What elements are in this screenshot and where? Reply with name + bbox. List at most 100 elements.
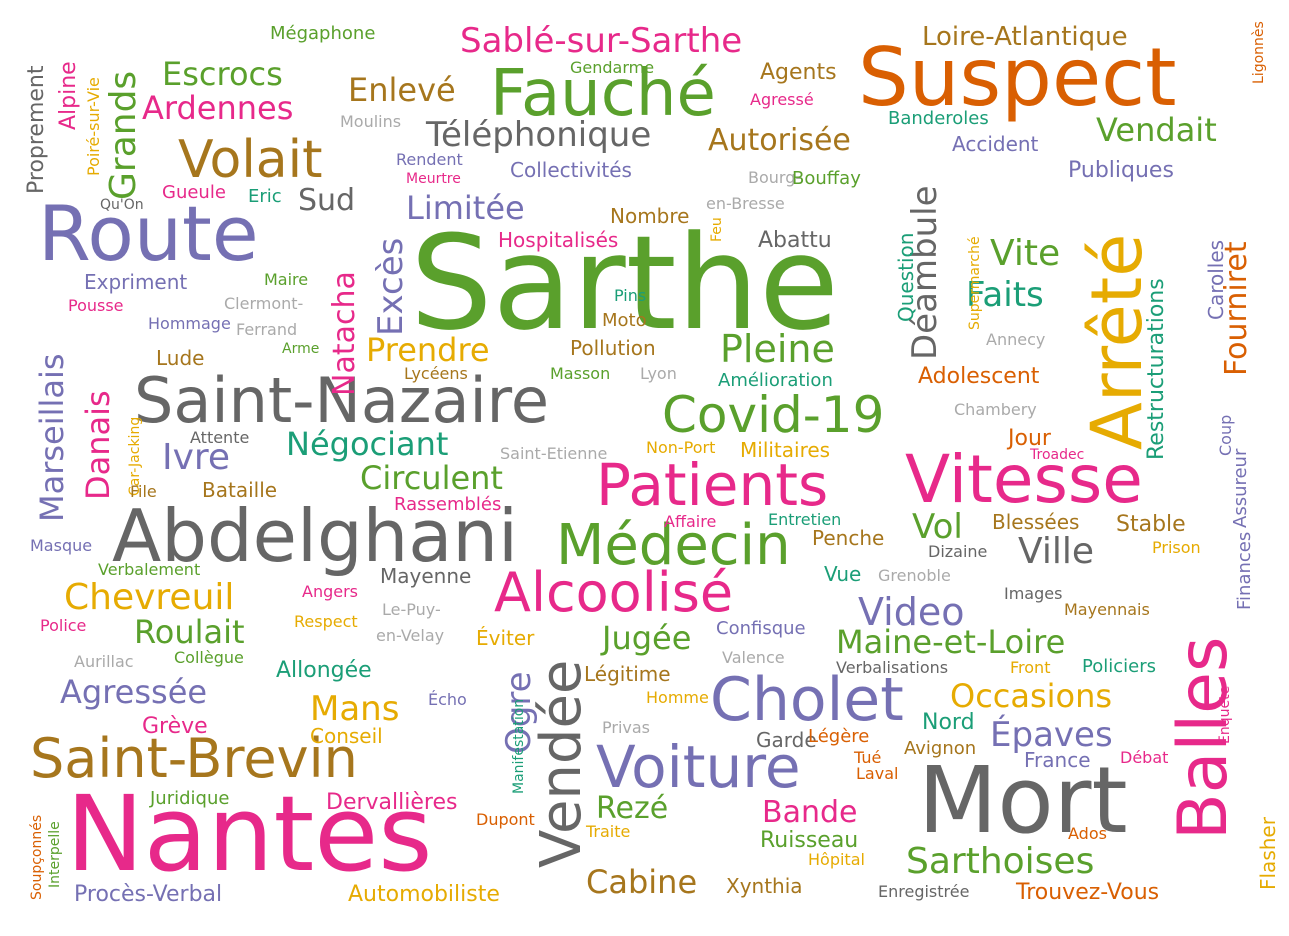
- cloud-word: Hommage: [148, 314, 231, 333]
- cloud-word: Aurillac: [74, 652, 134, 671]
- cloud-word: Amélioration: [718, 370, 833, 391]
- cloud-word: Légère: [808, 726, 870, 747]
- cloud-word: Rassemblés: [394, 494, 502, 515]
- cloud-word: Téléphonique: [426, 115, 652, 155]
- cloud-word: Avignon: [904, 738, 977, 759]
- cloud-word: Vue: [824, 562, 862, 586]
- cloud-word: en-Velay: [376, 626, 445, 645]
- cloud-word: Hôpital: [808, 850, 865, 869]
- cloud-word: Ville: [1018, 531, 1094, 572]
- cloud-word: Grands: [103, 70, 144, 200]
- cloud-word: Chambery: [954, 400, 1037, 419]
- cloud-word: Gendarme: [570, 58, 655, 77]
- cloud-word: Natacha: [327, 271, 362, 396]
- cloud-word: Circulent: [360, 459, 503, 497]
- cloud-word: Suspect: [858, 31, 1177, 124]
- cloud-word: Vol: [912, 507, 963, 547]
- cloud-word: Non-Port: [646, 438, 716, 457]
- cloud-word: en-Bresse: [706, 194, 785, 213]
- cloud-word: Question: [894, 232, 918, 322]
- cloud-word: Abattu: [758, 228, 832, 253]
- cloud-word: Masson: [550, 364, 611, 383]
- cloud-word: Prendre: [366, 331, 490, 369]
- cloud-word: Vendée: [529, 659, 594, 868]
- cloud-word: Moto: [602, 310, 647, 331]
- cloud-word: Limitée: [406, 189, 525, 227]
- cloud-word: Nantes: [66, 773, 433, 895]
- cloud-word: Front: [1010, 658, 1051, 677]
- cloud-word: Maire: [264, 270, 309, 289]
- cloud-word: Saint-Etienne: [500, 444, 608, 463]
- cloud-word: Qu'On: [100, 197, 144, 213]
- cloud-word: Ligonnès: [1251, 21, 1267, 84]
- cloud-word: Assureur: [1230, 448, 1251, 528]
- cloud-word: Chevreuil: [64, 577, 235, 618]
- cloud-word: Arrêté: [1076, 233, 1158, 450]
- cloud-word: Abdelghani: [112, 494, 519, 578]
- cloud-word: Policiers: [1082, 656, 1156, 677]
- cloud-word: Angers: [302, 582, 358, 601]
- cloud-word: Xynthia: [726, 874, 803, 898]
- cloud-word: Eric: [248, 186, 282, 207]
- cloud-word: Bande: [762, 795, 858, 830]
- cloud-word: Sablé-sur-Sarthe: [460, 21, 743, 61]
- cloud-word: Supermarché: [967, 236, 983, 330]
- cloud-word: Excès: [371, 237, 411, 336]
- cloud-word: Expriment: [84, 270, 188, 294]
- cloud-word: Alcoolisé: [494, 561, 734, 624]
- cloud-word: Stable: [1116, 512, 1186, 537]
- cloud-word: Grenoble: [878, 566, 951, 585]
- cloud-word: Images: [1004, 584, 1063, 603]
- cloud-word: Vite: [990, 233, 1061, 274]
- cloud-word: Conseil: [310, 724, 383, 748]
- cloud-word: Jour: [1008, 426, 1051, 451]
- cloud-word: Carolles: [1204, 239, 1228, 320]
- cloud-word: Tué: [854, 748, 882, 767]
- cloud-word: Dervallières: [326, 790, 458, 815]
- cloud-word: Soupçonnés: [29, 814, 45, 900]
- cloud-word: Vendait: [1096, 111, 1217, 149]
- cloud-word: Faits: [966, 275, 1044, 315]
- cloud-word: File: [130, 482, 157, 501]
- cloud-word: Volait: [178, 130, 323, 190]
- cloud-word: Épaves: [990, 715, 1113, 755]
- cloud-word: Pins: [614, 286, 647, 305]
- cloud-word: Covid-19: [662, 386, 885, 444]
- cloud-word: Automobiliste: [348, 882, 500, 907]
- cloud-word: Prison: [1152, 538, 1201, 557]
- cloud-word: Hospitalisés: [498, 228, 619, 252]
- cloud-word: Video: [858, 590, 965, 634]
- cloud-word: Attente: [190, 428, 250, 447]
- cloud-word: Marseillais: [33, 353, 71, 522]
- cloud-word: Patients: [596, 451, 829, 519]
- cloud-word: Roulait: [134, 613, 245, 651]
- cloud-word: Cabine: [586, 863, 698, 901]
- cloud-word: Garde: [756, 728, 817, 752]
- cloud-word: Annecy: [986, 330, 1046, 349]
- cloud-word: Sarthoises: [906, 841, 1095, 882]
- cloud-word: Grève: [142, 714, 208, 739]
- cloud-word: Cholet: [710, 665, 904, 735]
- cloud-word: Dupont: [476, 810, 535, 829]
- cloud-word: Juridique: [150, 788, 230, 809]
- cloud-word: Lyon: [640, 364, 677, 383]
- cloud-word: Trouvez-Vous: [1016, 880, 1160, 905]
- cloud-word: Escrocs: [162, 55, 283, 93]
- cloud-word: Bataille: [202, 478, 278, 502]
- cloud-word: France: [1024, 748, 1091, 772]
- cloud-word: Enregistrée: [878, 882, 970, 901]
- cloud-word: Collègue: [174, 648, 244, 667]
- cloud-word: Enquête: [1217, 685, 1233, 744]
- cloud-word: Ados: [1068, 824, 1107, 843]
- cloud-word: Rezé: [596, 791, 669, 826]
- cloud-word: Gueule: [162, 182, 226, 203]
- cloud-word: Médecin: [556, 513, 791, 578]
- cloud-word: Feu: [709, 217, 725, 242]
- cloud-word: Saint-Brevin: [30, 727, 358, 790]
- cloud-word: Pleine: [720, 327, 835, 371]
- cloud-word: Légitime: [584, 662, 671, 686]
- cloud-word: Mayennais: [1064, 600, 1150, 619]
- cloud-word: Le-Puy-: [382, 600, 441, 619]
- cloud-word: Agents: [760, 60, 837, 85]
